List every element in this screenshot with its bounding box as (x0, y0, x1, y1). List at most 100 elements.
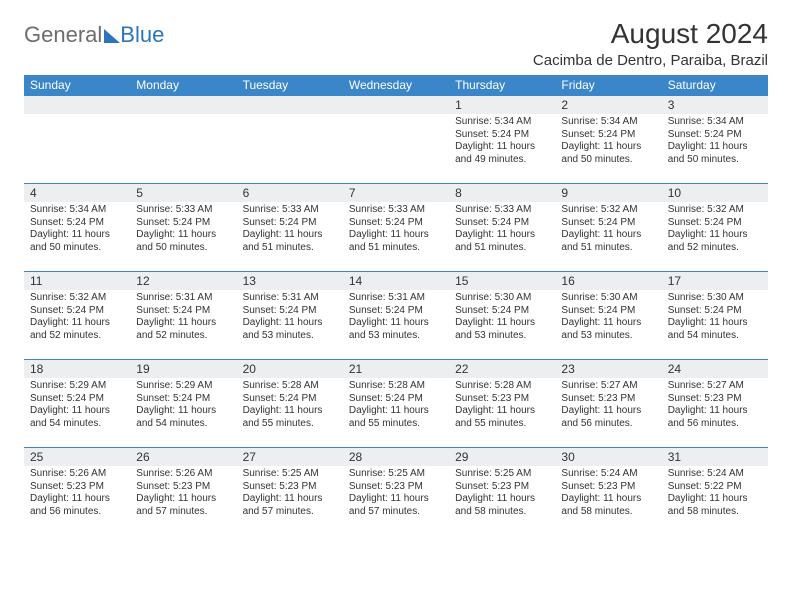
sunset-line: Sunset: 5:24 PM (349, 305, 443, 318)
sunrise-line: Sunrise: 5:29 AM (136, 380, 230, 393)
calendar-day-cell (24, 96, 130, 184)
calendar-day-cell: 20Sunrise: 5:28 AMSunset: 5:24 PMDayligh… (237, 360, 343, 448)
sunset-line: Sunset: 5:24 PM (136, 393, 230, 406)
day-body: Sunrise: 5:27 AMSunset: 5:23 PMDaylight:… (555, 378, 661, 434)
sunrise-line: Sunrise: 5:31 AM (243, 292, 337, 305)
day-header: Thursday (449, 75, 555, 96)
calendar-week-row: 4Sunrise: 5:34 AMSunset: 5:24 PMDaylight… (24, 184, 768, 272)
calendar-day-cell: 27Sunrise: 5:25 AMSunset: 5:23 PMDayligh… (237, 448, 343, 536)
calendar-week-row: 25Sunrise: 5:26 AMSunset: 5:23 PMDayligh… (24, 448, 768, 536)
sunrise-line: Sunrise: 5:30 AM (455, 292, 549, 305)
location-subtitle: Cacimba de Dentro, Paraiba, Brazil (533, 52, 768, 69)
sunset-line: Sunset: 5:23 PM (455, 393, 549, 406)
sunset-line: Sunset: 5:23 PM (668, 393, 762, 406)
brand-blue: Blue (120, 22, 164, 48)
sunrise-line: Sunrise: 5:28 AM (349, 380, 443, 393)
day-number: 11 (24, 272, 130, 290)
daylight-line: Daylight: 11 hours and 53 minutes. (243, 317, 337, 342)
sunset-line: Sunset: 5:24 PM (349, 217, 443, 230)
day-number: 18 (24, 360, 130, 378)
sunrise-line: Sunrise: 5:26 AM (136, 468, 230, 481)
sunrise-line: Sunrise: 5:27 AM (561, 380, 655, 393)
day-body: Sunrise: 5:25 AMSunset: 5:23 PMDaylight:… (237, 466, 343, 522)
calendar-table: SundayMondayTuesdayWednesdayThursdayFrid… (24, 75, 768, 536)
sunrise-line: Sunrise: 5:32 AM (561, 204, 655, 217)
sunset-line: Sunset: 5:24 PM (136, 305, 230, 318)
day-body: Sunrise: 5:28 AMSunset: 5:24 PMDaylight:… (237, 378, 343, 434)
day-number: 25 (24, 448, 130, 466)
day-number (343, 96, 449, 114)
day-body: Sunrise: 5:25 AMSunset: 5:23 PMDaylight:… (343, 466, 449, 522)
sunset-line: Sunset: 5:23 PM (30, 481, 124, 494)
sunset-line: Sunset: 5:23 PM (243, 481, 337, 494)
daylight-line: Daylight: 11 hours and 58 minutes. (668, 493, 762, 518)
calendar-day-cell: 13Sunrise: 5:31 AMSunset: 5:24 PMDayligh… (237, 272, 343, 360)
daylight-line: Daylight: 11 hours and 56 minutes. (561, 405, 655, 430)
sunrise-line: Sunrise: 5:31 AM (136, 292, 230, 305)
daylight-line: Daylight: 11 hours and 58 minutes. (561, 493, 655, 518)
day-header: Tuesday (237, 75, 343, 96)
sunrise-line: Sunrise: 5:32 AM (30, 292, 124, 305)
day-body: Sunrise: 5:31 AMSunset: 5:24 PMDaylight:… (237, 290, 343, 346)
daylight-line: Daylight: 11 hours and 53 minutes. (561, 317, 655, 342)
daylight-line: Daylight: 11 hours and 49 minutes. (455, 141, 549, 166)
day-body: Sunrise: 5:28 AMSunset: 5:23 PMDaylight:… (449, 378, 555, 434)
day-body: Sunrise: 5:27 AMSunset: 5:23 PMDaylight:… (662, 378, 768, 434)
day-number: 14 (343, 272, 449, 290)
calendar-day-cell: 8Sunrise: 5:33 AMSunset: 5:24 PMDaylight… (449, 184, 555, 272)
sunrise-line: Sunrise: 5:34 AM (561, 116, 655, 129)
sunset-line: Sunset: 5:24 PM (561, 305, 655, 318)
calendar-day-cell (343, 96, 449, 184)
sunrise-line: Sunrise: 5:30 AM (561, 292, 655, 305)
calendar-day-cell: 10Sunrise: 5:32 AMSunset: 5:24 PMDayligh… (662, 184, 768, 272)
calendar-day-cell (130, 96, 236, 184)
day-number: 29 (449, 448, 555, 466)
day-body: Sunrise: 5:25 AMSunset: 5:23 PMDaylight:… (449, 466, 555, 522)
day-number: 15 (449, 272, 555, 290)
sunrise-line: Sunrise: 5:27 AM (668, 380, 762, 393)
sunset-line: Sunset: 5:24 PM (30, 305, 124, 318)
calendar-day-cell (237, 96, 343, 184)
daylight-line: Daylight: 11 hours and 55 minutes. (349, 405, 443, 430)
sunset-line: Sunset: 5:24 PM (243, 217, 337, 230)
day-number: 6 (237, 184, 343, 202)
calendar-page: General Blue August 2024 Cacimba de Dent… (0, 0, 792, 548)
day-body (343, 114, 449, 120)
sunrise-line: Sunrise: 5:33 AM (349, 204, 443, 217)
sunset-line: Sunset: 5:24 PM (455, 305, 549, 318)
sunrise-line: Sunrise: 5:34 AM (455, 116, 549, 129)
sunset-line: Sunset: 5:24 PM (455, 129, 549, 142)
month-title: August 2024 (533, 18, 768, 50)
day-number: 27 (237, 448, 343, 466)
day-number: 3 (662, 96, 768, 114)
day-body: Sunrise: 5:33 AMSunset: 5:24 PMDaylight:… (130, 202, 236, 258)
sunset-line: Sunset: 5:24 PM (30, 393, 124, 406)
day-body: Sunrise: 5:32 AMSunset: 5:24 PMDaylight:… (555, 202, 661, 258)
day-body: Sunrise: 5:32 AMSunset: 5:24 PMDaylight:… (24, 290, 130, 346)
sunrise-line: Sunrise: 5:25 AM (349, 468, 443, 481)
daylight-line: Daylight: 11 hours and 57 minutes. (349, 493, 443, 518)
day-header: Sunday (24, 75, 130, 96)
day-body: Sunrise: 5:33 AMSunset: 5:24 PMDaylight:… (343, 202, 449, 258)
calendar-day-cell: 21Sunrise: 5:28 AMSunset: 5:24 PMDayligh… (343, 360, 449, 448)
day-body: Sunrise: 5:28 AMSunset: 5:24 PMDaylight:… (343, 378, 449, 434)
calendar-body: 1Sunrise: 5:34 AMSunset: 5:24 PMDaylight… (24, 96, 768, 536)
day-number: 31 (662, 448, 768, 466)
daylight-line: Daylight: 11 hours and 54 minutes. (136, 405, 230, 430)
sunrise-line: Sunrise: 5:29 AM (30, 380, 124, 393)
calendar-day-cell: 15Sunrise: 5:30 AMSunset: 5:24 PMDayligh… (449, 272, 555, 360)
day-body: Sunrise: 5:34 AMSunset: 5:24 PMDaylight:… (555, 114, 661, 170)
sunrise-line: Sunrise: 5:31 AM (349, 292, 443, 305)
day-number: 12 (130, 272, 236, 290)
day-number: 19 (130, 360, 236, 378)
daylight-line: Daylight: 11 hours and 55 minutes. (243, 405, 337, 430)
sunrise-line: Sunrise: 5:25 AM (243, 468, 337, 481)
daylight-line: Daylight: 11 hours and 57 minutes. (136, 493, 230, 518)
calendar-day-cell: 22Sunrise: 5:28 AMSunset: 5:23 PMDayligh… (449, 360, 555, 448)
calendar-day-cell: 11Sunrise: 5:32 AMSunset: 5:24 PMDayligh… (24, 272, 130, 360)
calendar-week-row: 18Sunrise: 5:29 AMSunset: 5:24 PMDayligh… (24, 360, 768, 448)
calendar-week-row: 11Sunrise: 5:32 AMSunset: 5:24 PMDayligh… (24, 272, 768, 360)
calendar-day-cell: 17Sunrise: 5:30 AMSunset: 5:24 PMDayligh… (662, 272, 768, 360)
calendar-day-cell: 9Sunrise: 5:32 AMSunset: 5:24 PMDaylight… (555, 184, 661, 272)
sunrise-line: Sunrise: 5:26 AM (30, 468, 124, 481)
